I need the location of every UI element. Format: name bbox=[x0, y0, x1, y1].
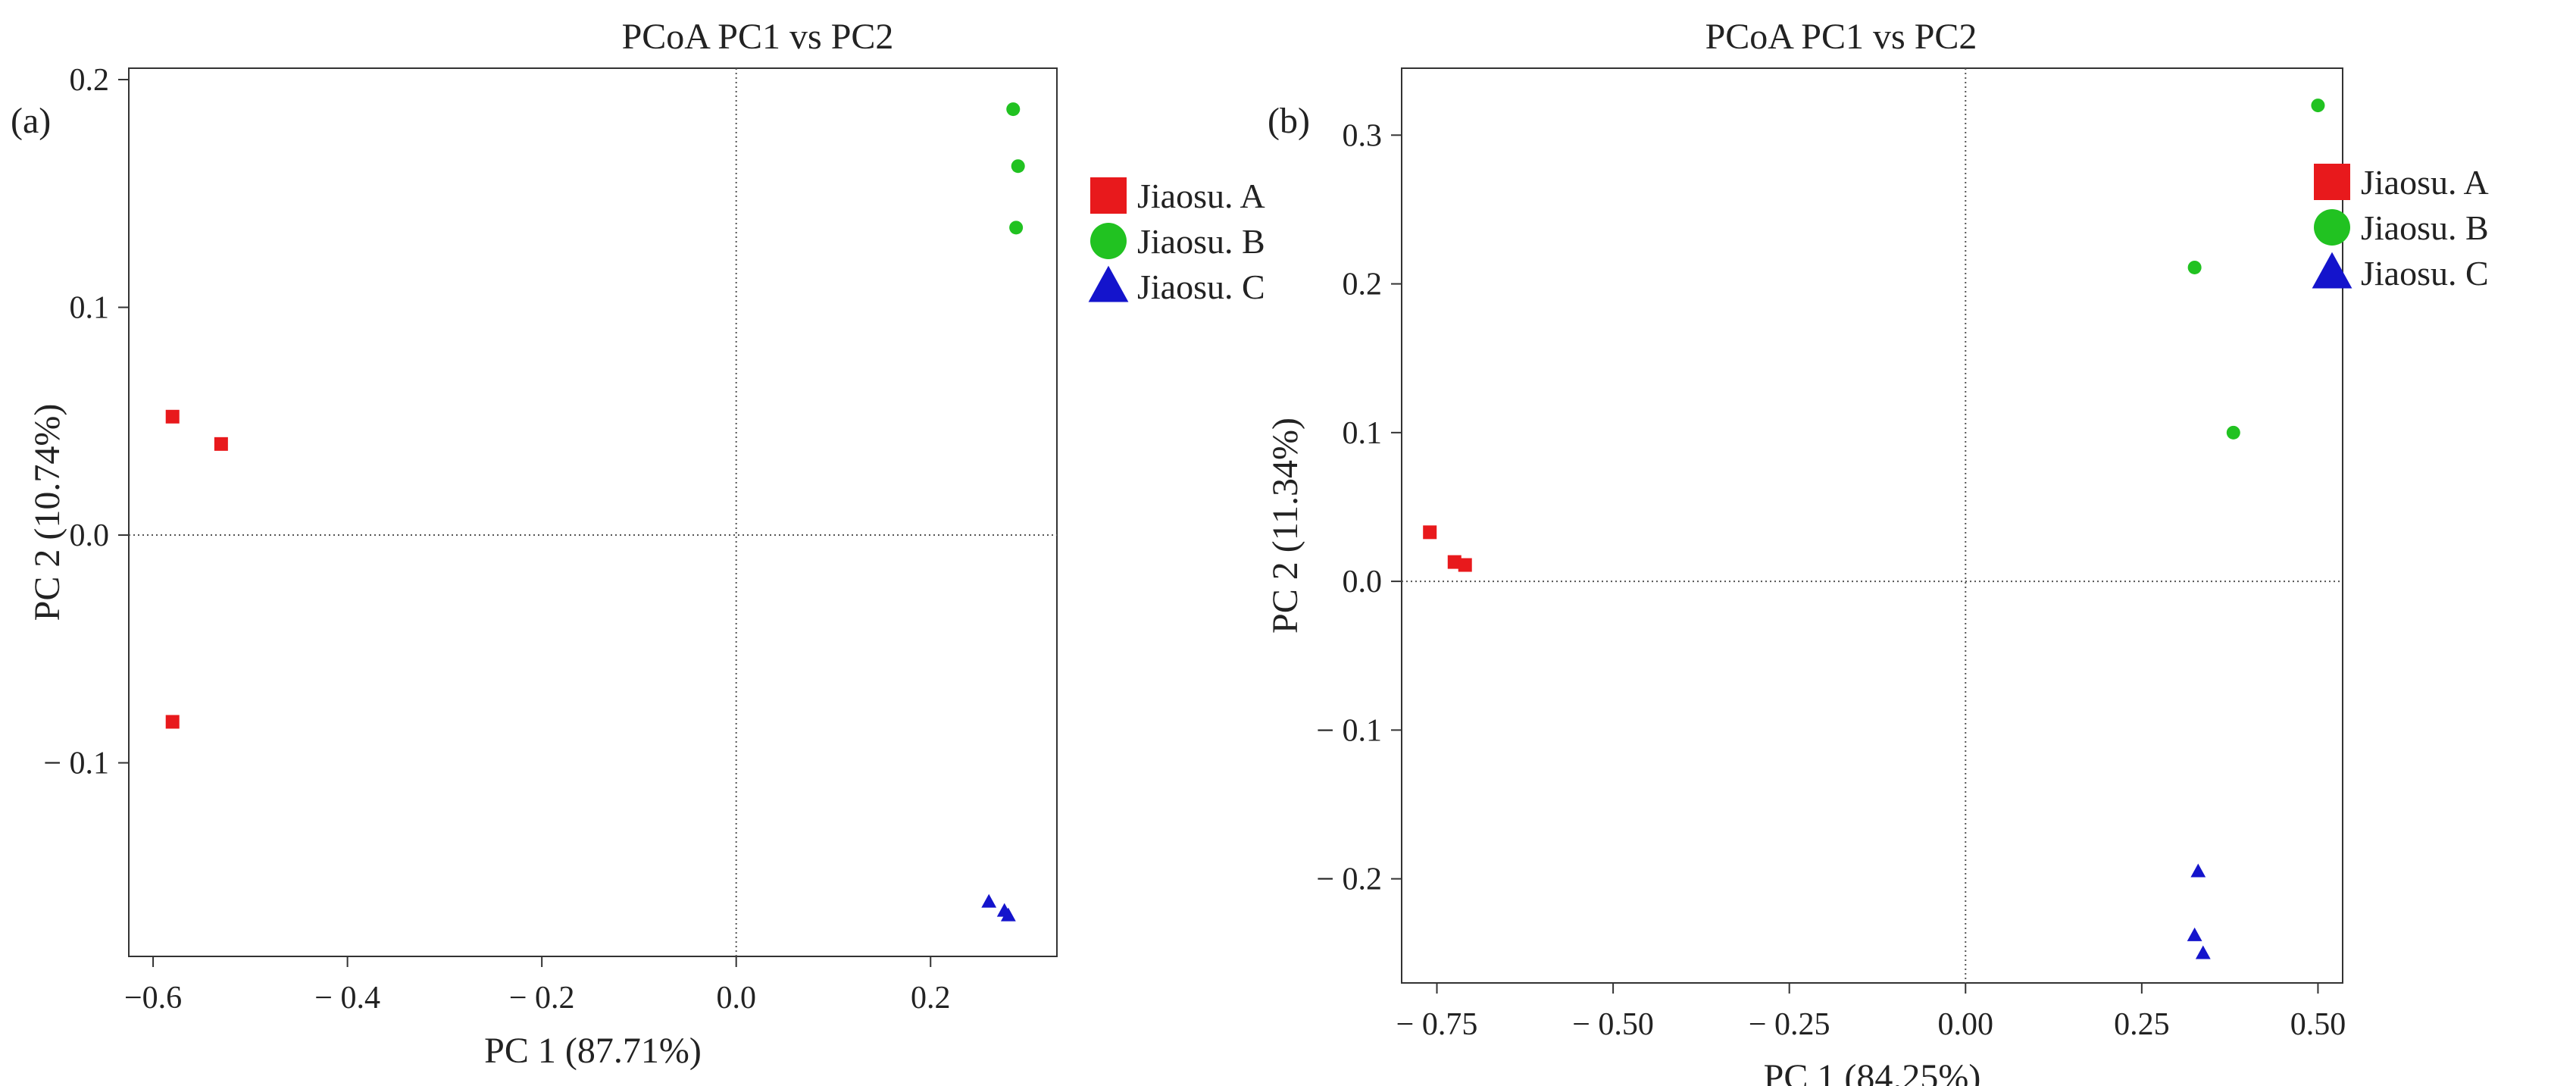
legend-marker-triangle bbox=[1088, 265, 1129, 302]
y-axis-label: PC 2 (10.74%) bbox=[27, 404, 67, 621]
x-tick-label: 0.25 bbox=[2114, 1007, 2170, 1042]
chart-panel-b: − 0.75 − 0.50 − 0.25 0.00 0.25 0.50 − 0.2 − 0.1… bbox=[1265, 17, 2489, 1086]
data-point-triangle bbox=[2195, 945, 2211, 959]
data-point-square bbox=[1423, 525, 1437, 540]
series-triangle bbox=[981, 894, 1016, 922]
data-point-square bbox=[214, 437, 228, 451]
x-tick-label: 0.50 bbox=[2290, 1007, 2346, 1042]
data-point-circle bbox=[2187, 260, 2202, 274]
chart-panel-a: −0.6 − 0.4 − 0.2 0.0 0.2 − 0.1 0.0 0.1 0.2 PCoA P… bbox=[11, 17, 1265, 1071]
legend-label: Jiaosu. B bbox=[1137, 222, 1265, 261]
chart-title: PCoA PC1 vs PC2 bbox=[1705, 17, 1977, 57]
y-axis-label: PC 2 (11.34%) bbox=[1265, 418, 1305, 634]
data-point-square bbox=[165, 409, 180, 424]
x-tick-label: −0.6 bbox=[124, 981, 182, 1016]
x-tick-label: − 0.50 bbox=[1572, 1007, 1654, 1042]
legend-label: Jiaosu. C bbox=[2361, 254, 2489, 293]
y-tick-label: − 0.1 bbox=[43, 746, 109, 781]
data-point-triangle bbox=[981, 894, 997, 908]
x-tick-label: 0.00 bbox=[1938, 1007, 1994, 1042]
y-tick-label: 0.3 bbox=[1343, 118, 1383, 153]
legend-marker-square bbox=[2314, 164, 2350, 200]
plot-frame bbox=[1401, 67, 2343, 984]
data-point-triangle bbox=[2187, 927, 2202, 941]
panel-label: (b) bbox=[1268, 101, 1310, 141]
x-tick-label: 0.2 bbox=[911, 981, 951, 1016]
data-point-square bbox=[1447, 555, 1462, 569]
series-circle bbox=[1006, 102, 1025, 235]
data-point-square bbox=[165, 715, 180, 729]
data-point-triangle bbox=[1000, 907, 1016, 922]
legend-label: Jiaosu. A bbox=[2361, 163, 2489, 202]
x-tick-label: − 0.25 bbox=[1749, 1007, 1830, 1042]
y-tick-label: − 0.2 bbox=[1316, 862, 1382, 897]
y-tick-label: 0.0 bbox=[70, 518, 110, 553]
legend-marker-circle bbox=[2314, 209, 2350, 246]
legend-label: Jiaosu. B bbox=[2361, 208, 2489, 247]
series-square bbox=[1423, 525, 1472, 572]
legend-label: Jiaosu. A bbox=[1137, 177, 1265, 215]
data-point-circle bbox=[2226, 425, 2240, 440]
x-tick-label: − 0.4 bbox=[314, 981, 380, 1016]
legend: Jiaosu. A Jiaosu. B Jiaosu. C bbox=[2312, 163, 2489, 293]
series-circle bbox=[2187, 99, 2325, 440]
x-tick-label: 0.0 bbox=[716, 981, 756, 1016]
series-triangle bbox=[2187, 863, 2211, 959]
y-tick-label: 0.1 bbox=[1343, 416, 1383, 451]
data-point-circle bbox=[1006, 102, 1021, 117]
legend-marker-square bbox=[1090, 177, 1127, 214]
data-point-triangle bbox=[2190, 863, 2206, 878]
data-point-square bbox=[1458, 558, 1472, 572]
x-tick-label: − 0.75 bbox=[1396, 1007, 1478, 1042]
data-point-circle bbox=[2311, 99, 2325, 113]
series-square bbox=[165, 409, 228, 729]
data-point-circle bbox=[1009, 221, 1024, 235]
y-tick-label: 0.1 bbox=[70, 291, 110, 326]
y-tick-label: 0.2 bbox=[1343, 268, 1383, 302]
x-axis-label: PC 1 (84.25%) bbox=[1764, 1057, 1981, 1086]
legend-marker-triangle bbox=[2312, 252, 2352, 289]
y-tick-label: − 0.1 bbox=[1316, 713, 1382, 748]
x-tick-label: − 0.2 bbox=[509, 981, 575, 1016]
chart-title: PCoA PC1 vs PC2 bbox=[622, 17, 894, 57]
panel-label: (a) bbox=[11, 101, 51, 141]
legend: Jiaosu. A Jiaosu. B Jiaosu. C bbox=[1088, 177, 1265, 306]
data-point-circle bbox=[1011, 159, 1025, 174]
y-tick-label: 0.2 bbox=[70, 63, 110, 98]
legend-marker-circle bbox=[1090, 223, 1127, 259]
x-axis-label: PC 1 (87.71%) bbox=[484, 1031, 702, 1071]
legend-label: Jiaosu. C bbox=[1137, 268, 1265, 306]
plot-frame bbox=[128, 67, 1058, 957]
y-tick-label: 0.0 bbox=[1343, 565, 1383, 599]
